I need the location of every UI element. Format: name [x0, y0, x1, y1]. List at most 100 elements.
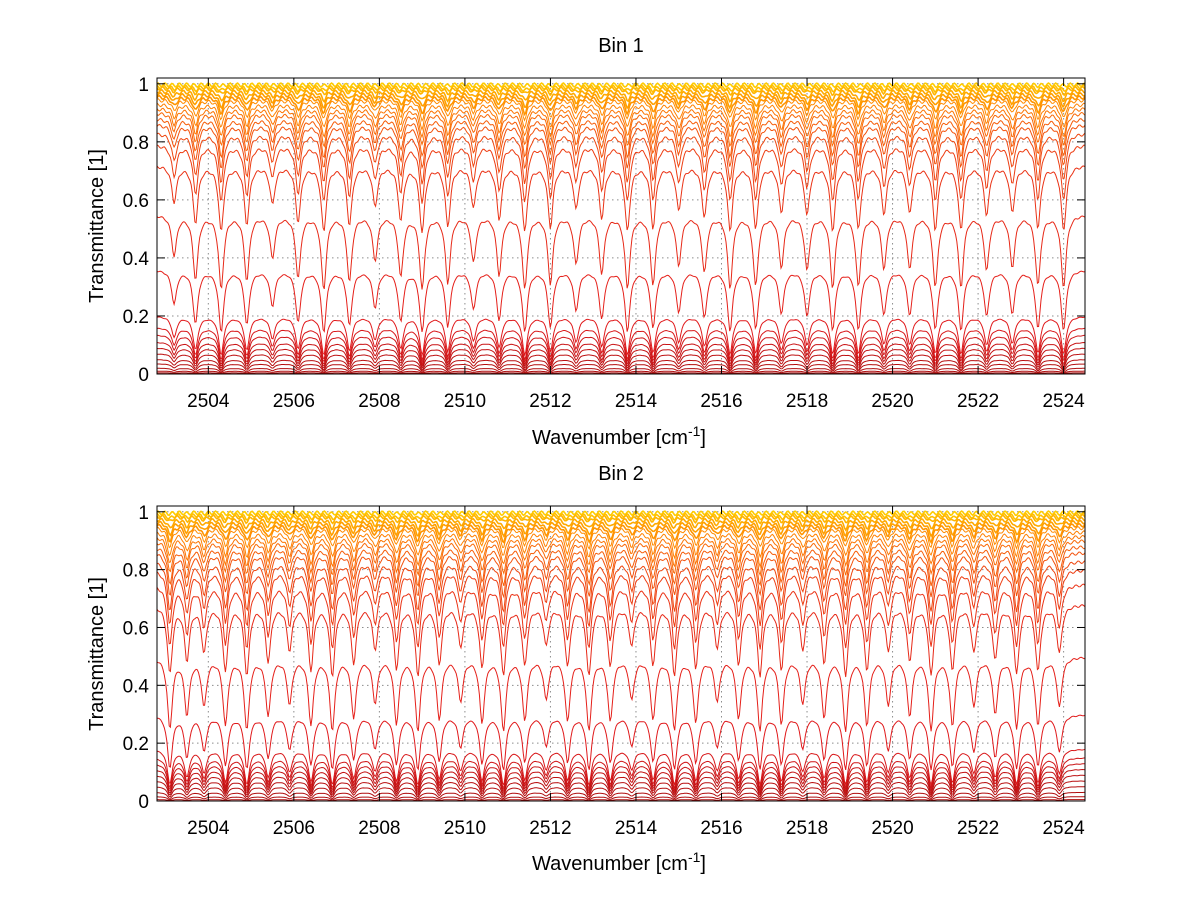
- spectrum-line: [156, 85, 1086, 97]
- y-tick-label: 0.8: [123, 561, 149, 582]
- spectrum-line: [157, 270, 1086, 333]
- x-tick-label: 2522: [957, 391, 999, 412]
- spectrum-line: [156, 84, 1086, 94]
- tick-marks: [157, 78, 1085, 375]
- x-tick-label: 2510: [444, 391, 486, 412]
- spectrum-line: [156, 123, 1086, 170]
- x-tick-labels: 2504 2506 2508 2510 2512 2514 2516 2518 2520 2522…: [187, 818, 1085, 839]
- x-tick-label: 2506: [273, 391, 315, 412]
- grid-lines: [157, 78, 1085, 374]
- spectrum-line: [156, 780, 1086, 797]
- spectrum-line: [156, 530, 1086, 560]
- y-tick-label: 0.6: [123, 191, 149, 212]
- spectrum-line: [157, 372, 1085, 375]
- spectrum-line: [156, 545, 1086, 588]
- spectrum-line: [156, 107, 1086, 139]
- x-tick-label: 2520: [871, 391, 913, 412]
- x-axis-label-text: Wavenumber [cm: [532, 853, 688, 875]
- spectrum-line: [156, 165, 1086, 233]
- spectrum-line: [156, 522, 1086, 545]
- x-axis-label-text: Wavenumber [cm: [532, 427, 688, 449]
- spectrum-line: [156, 111, 1086, 148]
- x-tick-label: 2522: [957, 818, 999, 839]
- x-tick-label: 2514: [615, 391, 658, 412]
- spectrum-line: [156, 748, 1086, 787]
- y-axis-label: Transmittance [1]: [86, 149, 108, 303]
- plot-area-frame: [156, 505, 1086, 802]
- x-axis-label-superscript: -1: [688, 849, 701, 865]
- spectrum-line: [156, 560, 1086, 613]
- spectrum-line: [157, 353, 1085, 369]
- spectrum-line: [156, 525, 1086, 550]
- x-axis-label: Wavenumber [cm-1]: [532, 849, 706, 875]
- y-tick-label: 0.2: [123, 307, 149, 328]
- y-tick-label: 1: [138, 503, 149, 524]
- spectrum-line: [156, 316, 1086, 358]
- spectrum-line: [156, 656, 1086, 732]
- x-axis-label-superscript: -1: [688, 423, 701, 439]
- y-tick-label: 0.8: [123, 133, 149, 154]
- y-tick-labels: 0 0.2 0.4 0.6 0.8 1: [123, 503, 150, 813]
- x-axis-label: Wavenumber [cm-1]: [532, 423, 706, 449]
- spectrum-line: [156, 516, 1086, 532]
- spectrum-line: [156, 513, 1086, 525]
- spectrum-line: [156, 774, 1086, 795]
- spectrum-line: [156, 539, 1086, 577]
- y-tick-label: 0.4: [123, 249, 150, 270]
- spectrum-line: [156, 768, 1086, 794]
- x-tick-label: 2518: [786, 818, 828, 839]
- spectrum-line: [156, 334, 1086, 364]
- x-tick-label: 2504: [187, 818, 230, 839]
- spectrum-line: [156, 132, 1086, 185]
- spectrum-line: [156, 604, 1086, 678]
- spectrum-line: [156, 763, 1086, 792]
- x-tick-label: 2512: [529, 391, 571, 412]
- grid-lines: [157, 506, 1085, 801]
- spectrum-line: [156, 117, 1086, 160]
- spectrum-line: [156, 512, 1086, 522]
- chart-bin-1: Bin 1 2504 2506 2508 2510 2512 2514 2516 2518 25…: [86, 35, 1086, 449]
- spectrum-line: [156, 583, 1086, 650]
- spectrum-line: [156, 519, 1086, 538]
- spectrum-line: [157, 363, 1086, 372]
- y-tick-labels: 0 0.2 0.4 0.6 0.8 1: [123, 75, 150, 386]
- x-tick-label: 2520: [871, 818, 913, 839]
- x-tick-label: 2524: [1042, 818, 1085, 839]
- chart-bin-2: Bin 2 2504 2506 2508 2510 2512 2514 2516 2518 25…: [86, 463, 1086, 875]
- spectrum-line: [156, 757, 1086, 790]
- y-tick-label: 0: [138, 365, 149, 386]
- spectrum-line: [156, 341, 1086, 367]
- x-tick-label: 2506: [273, 818, 315, 839]
- spectrum-line: [156, 786, 1086, 798]
- spectrum-line: [156, 796, 1085, 801]
- spectrum-line: [156, 327, 1086, 362]
- y-tick-label: 0.6: [123, 618, 149, 639]
- spectrum-line: [157, 367, 1085, 373]
- spectrum-line: [157, 359, 1086, 371]
- spectrum-line: [156, 98, 1086, 123]
- spectrum-line: [156, 91, 1086, 110]
- series-group: [156, 82, 1086, 375]
- spectrum-line: [156, 347, 1086, 368]
- x-tick-label: 2514: [615, 818, 658, 839]
- spectrum-line: [156, 510, 1086, 517]
- x-tick-label: 2516: [700, 391, 742, 412]
- spectrum-line: [156, 102, 1086, 132]
- x-tick-label: 2524: [1042, 391, 1085, 412]
- y-axis-label: Transmittance [1]: [86, 577, 108, 731]
- x-tick-label: 2510: [444, 818, 486, 839]
- chart-title: Bin 2: [598, 463, 644, 485]
- x-tick-label: 2512: [529, 818, 571, 839]
- y-tick-label: 1: [138, 75, 149, 96]
- spectrum-line: [156, 568, 1086, 628]
- y-tick-label: 0: [138, 792, 149, 813]
- spectrum-line: [156, 791, 1085, 800]
- spectrum-line: [156, 551, 1086, 599]
- y-tick-label: 0.4: [123, 676, 150, 697]
- x-tick-label: 2508: [358, 818, 400, 839]
- spectrum-line: [156, 370, 1085, 374]
- x-tick-label: 2516: [700, 818, 742, 839]
- spectrum-line: [156, 94, 1086, 117]
- spectrum-line: [157, 799, 1085, 802]
